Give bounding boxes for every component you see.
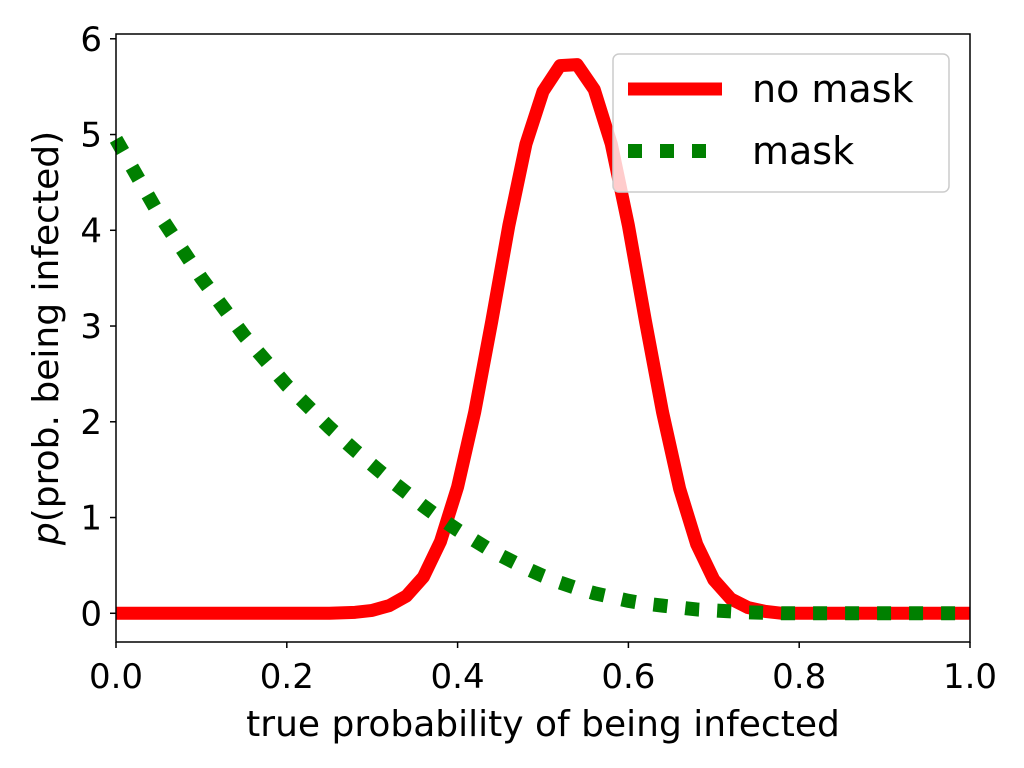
x-tick-label: 0.4 bbox=[431, 657, 485, 697]
x-tick-label: 0.8 bbox=[772, 657, 826, 697]
series-line-no-mask bbox=[116, 58, 970, 620]
x-tick-label: 0.6 bbox=[601, 657, 655, 697]
y-tick-label: 5 bbox=[80, 116, 102, 156]
y-axis-label-italic: p bbox=[26, 522, 67, 546]
x-tick-label: 0.2 bbox=[260, 657, 314, 697]
series-line-mask bbox=[109, 135, 970, 621]
y-tick-label: 3 bbox=[80, 307, 102, 347]
y-tick-label: 6 bbox=[80, 20, 102, 60]
series-layer bbox=[109, 58, 970, 621]
x-tick-label: 0.0 bbox=[89, 657, 143, 697]
y-axis-label: p(prob. being infected) bbox=[26, 131, 67, 546]
y-tick-label: 2 bbox=[80, 403, 102, 443]
tick-layer: 0.0 0.2 0.4 0.6 0.8 1.0 0 1 2 3 4 5 6 bbox=[80, 20, 997, 697]
y-tick-label: 1 bbox=[80, 499, 102, 539]
x-tick-label: 1.0 bbox=[943, 657, 997, 697]
x-axis-label: true probability of being infected bbox=[246, 704, 840, 745]
legend-label-no-mask: no mask bbox=[752, 67, 914, 111]
legend-label-mask: mask bbox=[752, 129, 854, 173]
y-tick-label: 4 bbox=[80, 211, 102, 251]
y-tick-label: 0 bbox=[80, 594, 102, 634]
y-axis-label-rest: (prob. being infected) bbox=[26, 131, 67, 522]
legend: no mask mask bbox=[612, 53, 950, 193]
plot-frame bbox=[115, 33, 971, 643]
